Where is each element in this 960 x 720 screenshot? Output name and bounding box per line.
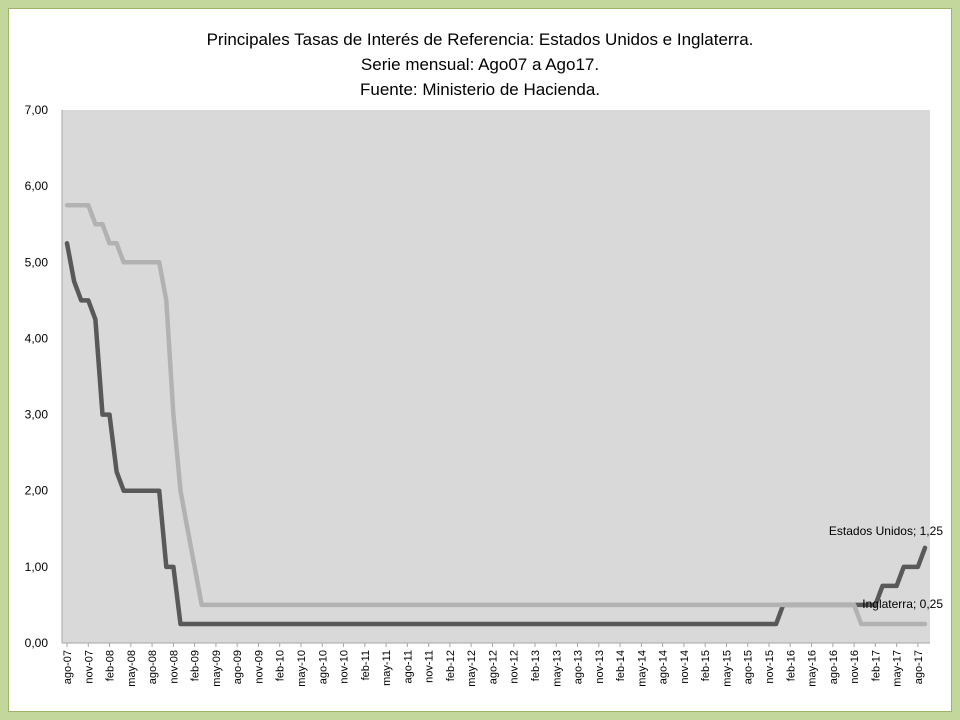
x-tick-label: ago-09	[232, 650, 244, 684]
x-tick-label: may-11	[381, 650, 393, 686]
x-tick-label: feb-17	[870, 650, 882, 681]
x-tick-label: ago-17	[913, 650, 925, 684]
x-tick-label: may-16	[807, 650, 819, 687]
plot-area	[62, 110, 930, 643]
chart-title-line-3: Fuente: Ministerio de Hacienda.	[359, 80, 601, 99]
x-tick-label: feb-13	[530, 650, 542, 681]
x-tick-label: ago-14	[658, 650, 670, 684]
data-label-inglaterra: Inglaterra; 0,25	[862, 597, 943, 611]
data-label-estados-unidos: Estados Unidos; 1,25	[829, 524, 943, 538]
x-tick-label: ago-11	[402, 650, 414, 683]
x-tick-label: nov-09	[253, 650, 265, 684]
x-tick-label: feb-09	[190, 650, 202, 681]
y-tick-label: 7,00	[25, 103, 49, 117]
x-tick-label: may-13	[551, 650, 563, 687]
x-tick-label: may-17	[892, 650, 904, 687]
y-tick-label: 1,00	[25, 560, 49, 574]
y-tick-label: 6,00	[25, 179, 49, 193]
x-tick-label: ago-12	[487, 650, 499, 684]
chart-title-line-1: Principales Tasas de Interés de Referenc…	[206, 30, 754, 49]
x-tick-label: nov-13	[594, 650, 606, 684]
series-line-estados-unidos	[64, 241, 928, 627]
x-tick-label: may-08	[126, 650, 138, 687]
x-tick-label: may-09	[211, 650, 223, 687]
chart-title-line-2: Serie mensual: Ago07 a Ago17.	[360, 55, 600, 74]
x-tick-label: ago-08	[147, 650, 159, 684]
x-tick-label: nov-07	[83, 650, 95, 684]
x-tick-label: may-15	[721, 650, 733, 687]
y-tick-label: 4,00	[25, 331, 49, 345]
x-tick-label: ago-07	[62, 650, 74, 684]
x-tick-label: may-10	[296, 650, 308, 687]
x-tick-label: nov-14	[679, 650, 691, 684]
x-tick-label: ago-10	[317, 650, 329, 684]
series-line-inglaterra	[64, 202, 928, 627]
x-tick-label: feb-11	[360, 650, 372, 680]
x-tick-label: feb-10	[275, 650, 287, 681]
x-tick-label: ago-16	[828, 650, 840, 684]
x-tick-label: nov-11	[424, 650, 436, 683]
x-tick-label: nov-08	[168, 650, 180, 684]
x-tick-label: may-14	[636, 650, 648, 687]
x-tick-label: nov-16	[849, 650, 861, 684]
x-tick-label: may-12	[466, 650, 478, 687]
x-tick-label: nov-12	[509, 650, 521, 684]
x-tick-label: nov-15	[764, 650, 776, 684]
y-tick-label: 2,00	[25, 484, 49, 498]
y-tick-label: 3,00	[25, 408, 49, 422]
x-tick-label: feb-12	[445, 650, 457, 681]
x-tick-label: feb-16	[785, 650, 797, 681]
x-tick-label: nov-10	[339, 650, 351, 684]
y-tick-label: 0,00	[25, 636, 49, 650]
x-tick-label: feb-14	[615, 650, 627, 681]
y-tick-label: 5,00	[25, 255, 49, 269]
x-tick-label: feb-08	[105, 650, 117, 681]
x-tick-label: feb-15	[700, 650, 712, 681]
x-tick-label: ago-15	[743, 650, 755, 684]
x-tick-label: ago-13	[573, 650, 585, 684]
